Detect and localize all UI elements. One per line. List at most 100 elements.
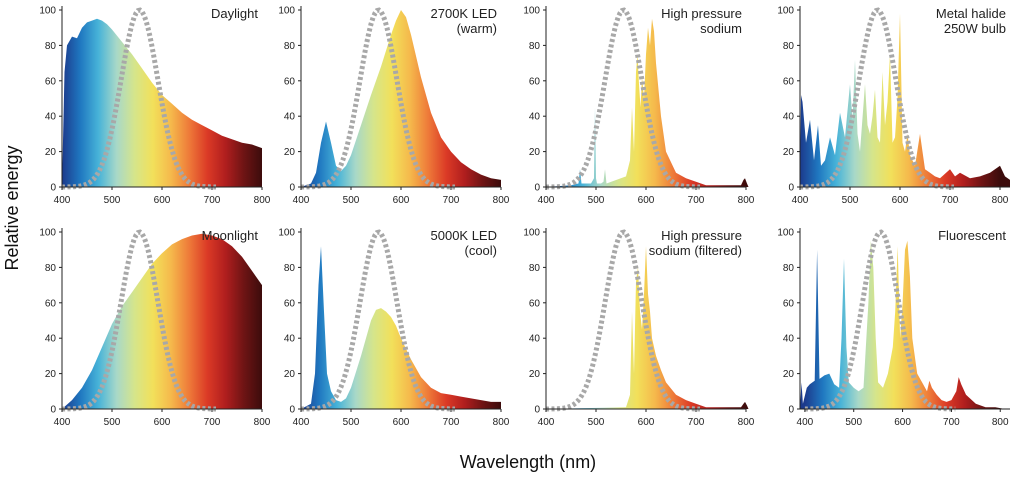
x-tick-label: 800 (738, 195, 755, 206)
x-tick-label: 700 (688, 195, 705, 206)
spectrum-panel-3: 0 20 40 60 80 100 400 500 600 700 800 High pressure… (523, 6, 754, 207)
panel-title: sodium (filtered) (649, 243, 742, 258)
y-tick-label: 0 (534, 405, 540, 416)
x-tick-label: 600 (393, 195, 410, 206)
y-tick-label: 60 (45, 76, 57, 87)
panel-title: Daylight (211, 6, 258, 21)
x-tick-label: 700 (443, 417, 460, 428)
y-tick-label: 100 (278, 228, 295, 239)
y-tick-label: 60 (529, 298, 541, 309)
x-tick-label: 800 (992, 417, 1009, 428)
eye-sensitivity-curve (800, 7, 954, 190)
y-tick-label: 0 (788, 183, 794, 194)
eye-sensitivity-curve (546, 7, 700, 190)
panel-title: (cool) (464, 243, 497, 258)
y-tick-label: 100 (777, 6, 794, 17)
y-tick-label: 40 (783, 112, 795, 123)
x-tick-label: 600 (154, 417, 171, 428)
y-tick-label: 20 (45, 369, 57, 380)
y-tick-label: 40 (45, 334, 57, 345)
panel-title: Fluorescent (938, 228, 1006, 243)
y-tick-label: 20 (284, 369, 296, 380)
x-tick-label: 400 (54, 195, 71, 206)
y-tick-label: 80 (783, 41, 795, 52)
x-tick-label: 400 (54, 417, 71, 428)
spectrum-panel-6: 0 20 40 60 80 100 400 500 600 700 800 5000K LED(coo… (278, 228, 509, 429)
spectrum-panel-2: 0 20 40 60 80 100 400 500 600 700 800 2700K LED(war… (278, 6, 509, 207)
x-tick-label: 400 (293, 417, 310, 428)
y-tick-label: 0 (289, 405, 295, 416)
y-tick-label: 100 (523, 6, 540, 17)
y-tick-label: 20 (529, 147, 541, 158)
panel-title: (warm) (457, 21, 497, 36)
x-tick-label: 500 (104, 195, 121, 206)
x-tick-label: 800 (992, 195, 1009, 206)
eye-sensitivity-curve (62, 229, 216, 412)
y-tick-label: 60 (529, 76, 541, 87)
y-tick-label: 100 (39, 6, 56, 17)
y-tick-label: 100 (777, 228, 794, 239)
x-tick-label: 600 (393, 417, 410, 428)
x-tick-label: 400 (538, 195, 555, 206)
y-tick-label: 0 (534, 183, 540, 194)
y-tick-label: 20 (284, 147, 296, 158)
spectrum-panel-4: 0 20 40 60 80 100 400 500 600 700 800 Metal halide2… (777, 6, 1010, 206)
x-tick-label: 400 (293, 195, 310, 206)
x-tick-label: 600 (894, 417, 911, 428)
y-axis-title: Relative energy (2, 145, 22, 270)
y-tick-label: 20 (529, 369, 541, 380)
spectrum-area (301, 246, 501, 409)
y-tick-label: 80 (284, 263, 296, 274)
panel-title: High pressure (661, 228, 742, 243)
x-tick-label: 700 (443, 195, 460, 206)
x-tick-label: 700 (943, 417, 960, 428)
y-tick-label: 40 (284, 334, 296, 345)
x-tick-label: 500 (588, 417, 605, 428)
x-tick-label: 800 (254, 417, 271, 428)
y-tick-label: 0 (50, 405, 56, 416)
spectrum-area (62, 18, 262, 187)
spectrum-panel-7: 0 20 40 60 80 100 400 500 600 700 800 High pressure… (523, 228, 754, 429)
x-tick-label: 500 (845, 417, 862, 428)
y-tick-label: 80 (45, 41, 57, 52)
spectrum-panel-8: 0 20 40 60 80 100 400 500 600 700 800 Fluorescent (777, 228, 1010, 428)
y-tick-label: 80 (529, 263, 541, 274)
x-tick-label: 700 (942, 195, 959, 206)
y-tick-label: 80 (783, 263, 795, 274)
y-tick-label: 100 (523, 228, 540, 239)
x-tick-label: 600 (638, 417, 655, 428)
y-tick-label: 20 (45, 147, 57, 158)
eye-sensitivity-curve (301, 7, 455, 190)
spectrum-area (800, 240, 1010, 409)
spectrum-area (800, 13, 1010, 187)
y-tick-label: 40 (45, 112, 57, 123)
panel-title: sodium (700, 21, 742, 36)
x-tick-label: 800 (493, 417, 510, 428)
y-tick-label: 80 (529, 41, 541, 52)
eye-sensitivity-curve (804, 229, 956, 412)
panel-title: 250W bulb (944, 21, 1006, 36)
y-tick-label: 60 (284, 298, 296, 309)
x-tick-label: 700 (204, 417, 221, 428)
spectrum-panel-1: 0 20 40 60 80 100 400 500 600 700 800 Daylight (39, 6, 270, 207)
x-tick-label: 700 (688, 417, 705, 428)
x-tick-label: 700 (204, 195, 221, 206)
panel-title: High pressure (661, 6, 742, 21)
eye-sensitivity-curve (546, 229, 700, 412)
y-tick-label: 40 (284, 112, 296, 123)
x-tick-label: 500 (343, 417, 360, 428)
y-tick-label: 100 (278, 6, 295, 17)
y-tick-label: 80 (284, 41, 296, 52)
x-tick-label: 600 (892, 195, 909, 206)
panel-title: Metal halide (936, 6, 1006, 21)
y-tick-label: 20 (783, 147, 795, 158)
y-tick-label: 20 (783, 369, 795, 380)
x-tick-label: 400 (538, 417, 555, 428)
y-tick-label: 0 (788, 405, 794, 416)
x-tick-label: 500 (343, 195, 360, 206)
x-tick-label: 500 (842, 195, 859, 206)
y-tick-label: 40 (529, 334, 541, 345)
y-tick-label: 0 (50, 183, 56, 194)
